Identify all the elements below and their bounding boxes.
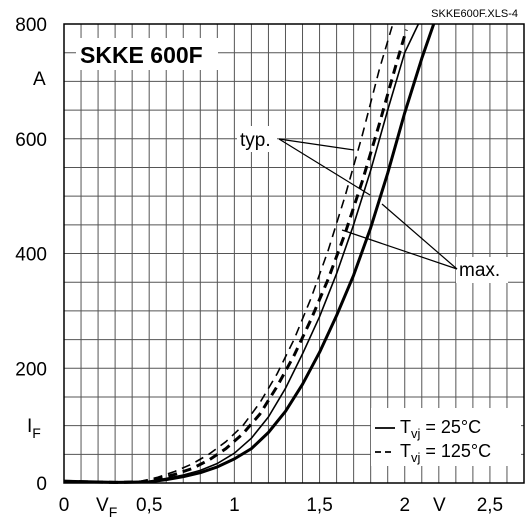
legend: Tvj = 25°C Tvj = 125°C (371, 408, 521, 466)
y-axis-label: IF (27, 416, 41, 441)
typ-annotation: typ. (237, 126, 371, 196)
max-label: max. (459, 260, 500, 281)
legend-25c-prefix: T (400, 417, 411, 437)
typ-label: typ. (240, 130, 271, 151)
max-annotation: max. (341, 203, 508, 283)
y-tick-label: 0 (36, 474, 47, 495)
file-tag: SKKE600F.XLS-4 (431, 8, 518, 20)
y-tick-label: 400 (15, 245, 47, 266)
chart-title: SKKE 600F (80, 42, 203, 68)
plot-frame (63, 23, 525, 484)
x-tick-label: 0 (59, 495, 70, 516)
series-line-dashed-thick (63, 29, 408, 484)
legend-25c-sub: vj (411, 426, 421, 441)
x-unit-label: V (433, 495, 446, 516)
x-axis-label-background (90, 488, 130, 516)
max-label-background (456, 257, 508, 283)
legend-background (371, 408, 521, 466)
x-axis-label-main: V (96, 495, 109, 516)
legend-label-125c: Tvj = 125°C (400, 441, 491, 465)
y-tick-label: 600 (15, 130, 47, 151)
y-tick-label: 200 (15, 359, 47, 380)
x-tick-label: 1 (229, 495, 240, 516)
typ-label-background (237, 126, 277, 152)
typ-leader-to-solid (278, 138, 371, 196)
legend-125c-suffix: = 125°C (420, 441, 491, 461)
typ-leader-to-dashed (278, 138, 355, 151)
y-axis-label-sub: F (32, 425, 41, 441)
max-leader-to-dashed (341, 229, 458, 270)
y-unit-label: A (33, 69, 46, 90)
tick-labels: 0 0,5 1 1,5 2 2,5 0 200 400 600 800 (15, 15, 503, 516)
y-tick-label: 800 (15, 15, 47, 36)
legend-label-25c: Tvj = 25°C (400, 417, 481, 441)
x-tick-label: 1,5 (306, 495, 332, 516)
series-group (63, 23, 436, 484)
x-axis-label: VF (96, 495, 117, 519)
legend-25c-suffix: = 25°C (420, 417, 481, 437)
x-tick-label: 2,5 (477, 495, 503, 516)
title-background (76, 38, 218, 70)
y-axis-label-main: I (27, 416, 32, 437)
grid-lines (64, 24, 524, 483)
x-tick-label: 2 (399, 495, 410, 516)
x-tick-label: 0,5 (136, 495, 162, 516)
max-leader-to-solid (381, 203, 458, 270)
series-line-solid-thick (63, 23, 436, 484)
x-axis-label-sub: F (109, 504, 118, 519)
legend-125c-sub: vj (411, 450, 421, 465)
legend-125c-prefix: T (400, 441, 411, 461)
